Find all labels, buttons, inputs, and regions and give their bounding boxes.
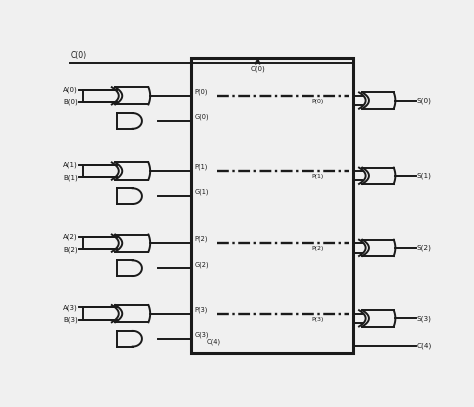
Text: C(4): C(4) [206,339,220,345]
Text: A(2): A(2) [63,234,78,240]
Text: S(1): S(1) [416,173,431,179]
Text: P(2): P(2) [311,246,323,251]
Bar [191,58,353,353]
Text: P(3): P(3) [194,306,208,313]
Text: G(1): G(1) [194,189,209,195]
Text: G(3): G(3) [194,332,209,338]
Text: A(3): A(3) [63,304,78,311]
Text: B(0): B(0) [63,99,78,105]
Text: C(4): C(4) [416,343,431,349]
Text: C(0): C(0) [70,51,86,60]
Text: G(2): G(2) [194,261,209,267]
Text: P(0): P(0) [194,89,208,95]
Text: P(0): P(0) [311,99,323,104]
Text: S(3): S(3) [416,315,431,322]
Text: G(0): G(0) [194,114,209,120]
Text: P(1): P(1) [194,164,208,171]
Text: B(2): B(2) [63,246,78,253]
Text: C(0): C(0) [250,65,265,72]
Text: S(0): S(0) [416,97,431,104]
Text: P(2): P(2) [194,236,208,243]
Text: P(1): P(1) [311,174,323,179]
Text: A(1): A(1) [63,162,78,168]
Text: P(3): P(3) [311,317,323,322]
Text: A(0): A(0) [63,86,78,93]
Text: B(1): B(1) [63,174,78,181]
Text: S(2): S(2) [416,245,431,251]
Text: B(3): B(3) [63,317,78,323]
